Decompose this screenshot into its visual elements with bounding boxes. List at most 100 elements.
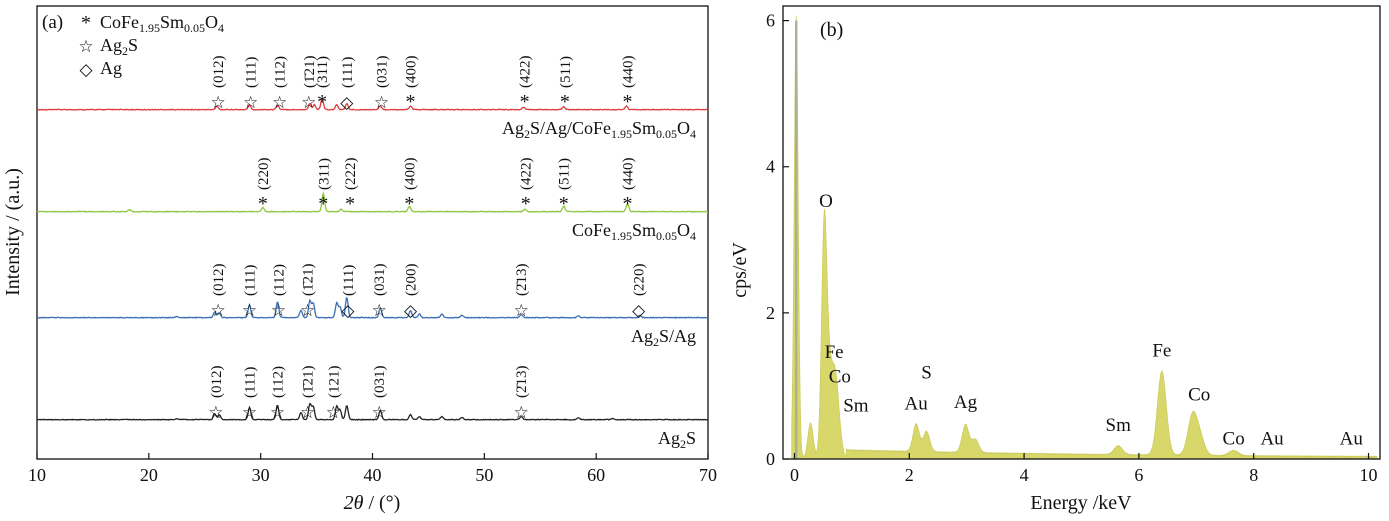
xrd-peak-symbol: ☆ [208, 403, 223, 422]
xrd-peak-symbol: ☆ [514, 301, 529, 320]
eds-y-tick-label: 4 [766, 157, 775, 177]
xrd-hkl-label: (400) [402, 158, 418, 191]
xrd-series-label-sub: 0.05 [656, 229, 677, 243]
xrd-x-tick-label: 40 [364, 465, 382, 485]
xrd-legend-text: S [128, 35, 138, 55]
xrd-hkl-label: (400) [404, 56, 420, 89]
xrd-peak-symbol: ☆ [300, 301, 315, 320]
xrd-series-label-sub: 4 [690, 127, 696, 141]
xrd-legend-label: CoFe1.95​Sm0.05​O4​ [100, 12, 224, 35]
xrd-peak-symbol: * [258, 193, 268, 215]
eds-element-label: Co [1188, 385, 1210, 406]
xrd-hkl-label: (511) [557, 158, 573, 190]
xrd-hkl-label: (311) [316, 158, 332, 190]
eds-x-axis-label: Energy /keV [1030, 492, 1132, 514]
xrd-x-tick-label: 10 [28, 465, 46, 485]
xrd-peak-symbol: ☆ [211, 301, 226, 320]
xrd-legend-text: CoFe [100, 12, 139, 32]
xrd-panel: 10 20 30 40 50 60 70 ☆ (012) ☆ (111) ☆ (112) ☆ (1̄21)… [2, 5, 717, 514]
xrd-hkl-label: (031) [372, 264, 388, 297]
xrd-peak-symbol: * [622, 91, 632, 113]
xrd-peak-symbol: * [559, 193, 569, 215]
xrd-x-tick-label: 60 [587, 465, 605, 485]
xrd-legend-sub: 4 [218, 21, 224, 35]
xrd-series-label: CoFe1.95​Sm0.05​O4​ [572, 220, 696, 243]
xrd-hkl-label: (422) [518, 56, 534, 89]
xrd-x-tick-label: 30 [252, 465, 270, 485]
eds-element-label: Sm [843, 396, 869, 417]
xrd-series-label-text: Sm [632, 220, 656, 240]
eds-panel-label: (b) [820, 19, 843, 41]
eds-element-label: O [819, 191, 833, 212]
xrd-peak-symbol: ☆ [211, 93, 226, 112]
eds-y-axis-label: cps/eV [729, 242, 751, 298]
xrd-hkl-label: (031) [372, 366, 388, 399]
eds-y-tick-label: 2 [766, 303, 775, 323]
xrd-peak-symbol: ◇ [341, 301, 355, 320]
eds-x-tick-label: 4 [1020, 465, 1029, 485]
eds-element-label: S [921, 363, 932, 384]
xrd-hkl-label: (1̄21) [301, 264, 317, 297]
xrd-series-line [36, 191, 709, 213]
eds-x-tick-label: 10 [1360, 465, 1378, 485]
xrd-peak-symbol: ☆ [372, 403, 387, 422]
xrd-legend-label: Ag2​S [100, 35, 138, 58]
xrd-peak-symbol: ☆ [242, 301, 257, 320]
xrd-series-label-text: S/Ag [659, 326, 696, 346]
xrd-hkl-label: (112) [270, 366, 286, 398]
xrd-y-axis-label: Intensity / (a.u.) [2, 168, 24, 296]
xrd-hkl-label: (012) [211, 264, 227, 297]
xrd-hkl-label: (222) [343, 158, 359, 191]
xrd-peak-symbol: ☆ [242, 403, 257, 422]
xrd-legend-text: O [205, 12, 218, 32]
xrd-hkl-label: (111) [244, 57, 260, 88]
xrd-peak-symbol: ☆ [301, 93, 316, 112]
xrd-series-label-text: O [677, 118, 690, 138]
xrd-x-tick-label: 50 [475, 465, 493, 485]
xrd-peak-symbol: ☆ [243, 93, 258, 112]
xrd-x-axis-label-theta: 2θ [344, 492, 364, 514]
eds-element-label: Co [829, 366, 851, 387]
xrd-hkl-label: (111) [340, 57, 356, 88]
eds-spectrum-area [791, 15, 1378, 460]
xrd-legend-text: Sm [160, 12, 184, 32]
xrd-peak-symbol: ☆ [271, 301, 286, 320]
xrd-x-tick-label: 20 [140, 465, 158, 485]
xrd-legend-symbol: ☆ [78, 37, 93, 56]
xrd-hkl-label: (112) [272, 264, 288, 296]
xrd-series-label-text: Ag [658, 428, 680, 448]
xrd-peak-symbol: ☆ [514, 403, 529, 422]
xrd-hkl-label: (2̄13) [514, 264, 530, 297]
eds-element-label: Ag [954, 392, 978, 413]
xrd-hkl-label: (012) [209, 366, 225, 399]
xrd-series-line [36, 98, 709, 111]
eds-element-labels: O Fe Co Sm S Au Ag Fe Co Sm Co Au Au [819, 191, 1363, 449]
xrd-legend-sub: 0.05 [184, 21, 205, 35]
xrd-series-line [36, 402, 709, 421]
xrd-series-label-text: S/Ag/CoFe [530, 118, 611, 138]
eds-element-label: Au [1260, 428, 1284, 449]
xrd-x-axis-label: 2θ / (°) [344, 492, 401, 514]
xrd-series-label-sub: 1.95 [611, 127, 632, 141]
eds-element-label: Au [1340, 428, 1364, 449]
xrd-peak-symbol: ◇ [404, 301, 418, 320]
xrd-series-label-sub: 0.05 [656, 127, 677, 141]
xrd-legend-symbol: ◇ [79, 60, 93, 79]
xrd-hkl-label: (012) [211, 56, 227, 89]
xrd-panel-label: (a) [42, 12, 63, 33]
xrd-peak-symbol: * [317, 91, 327, 113]
xrd-series-label: Ag2​S [658, 428, 696, 451]
xrd-peak-symbol: ☆ [300, 403, 315, 422]
xrd-series-label-text: S [686, 428, 696, 448]
xrd-hkl-label: (220) [632, 264, 648, 297]
xrd-hkl-label: (220) [256, 158, 272, 191]
xrd-hkl-label: (111) [242, 265, 258, 296]
xrd-series-labels: Ag2​S/Ag/CoFe1.95​Sm0.05​O4​ CoFe1.95​Sm0… [502, 118, 696, 451]
xrd-peak-symbol: ☆ [270, 403, 285, 422]
xrd-hkl-label: (2̄13) [514, 366, 530, 399]
xrd-peak-symbol: * [318, 193, 328, 215]
xrd-series-label-text: CoFe [572, 220, 611, 240]
xrd-legend-sub: 1.95 [139, 21, 160, 35]
eds-y-tick-label: 6 [766, 11, 775, 31]
eds-x-tick-label: 6 [1134, 465, 1143, 485]
